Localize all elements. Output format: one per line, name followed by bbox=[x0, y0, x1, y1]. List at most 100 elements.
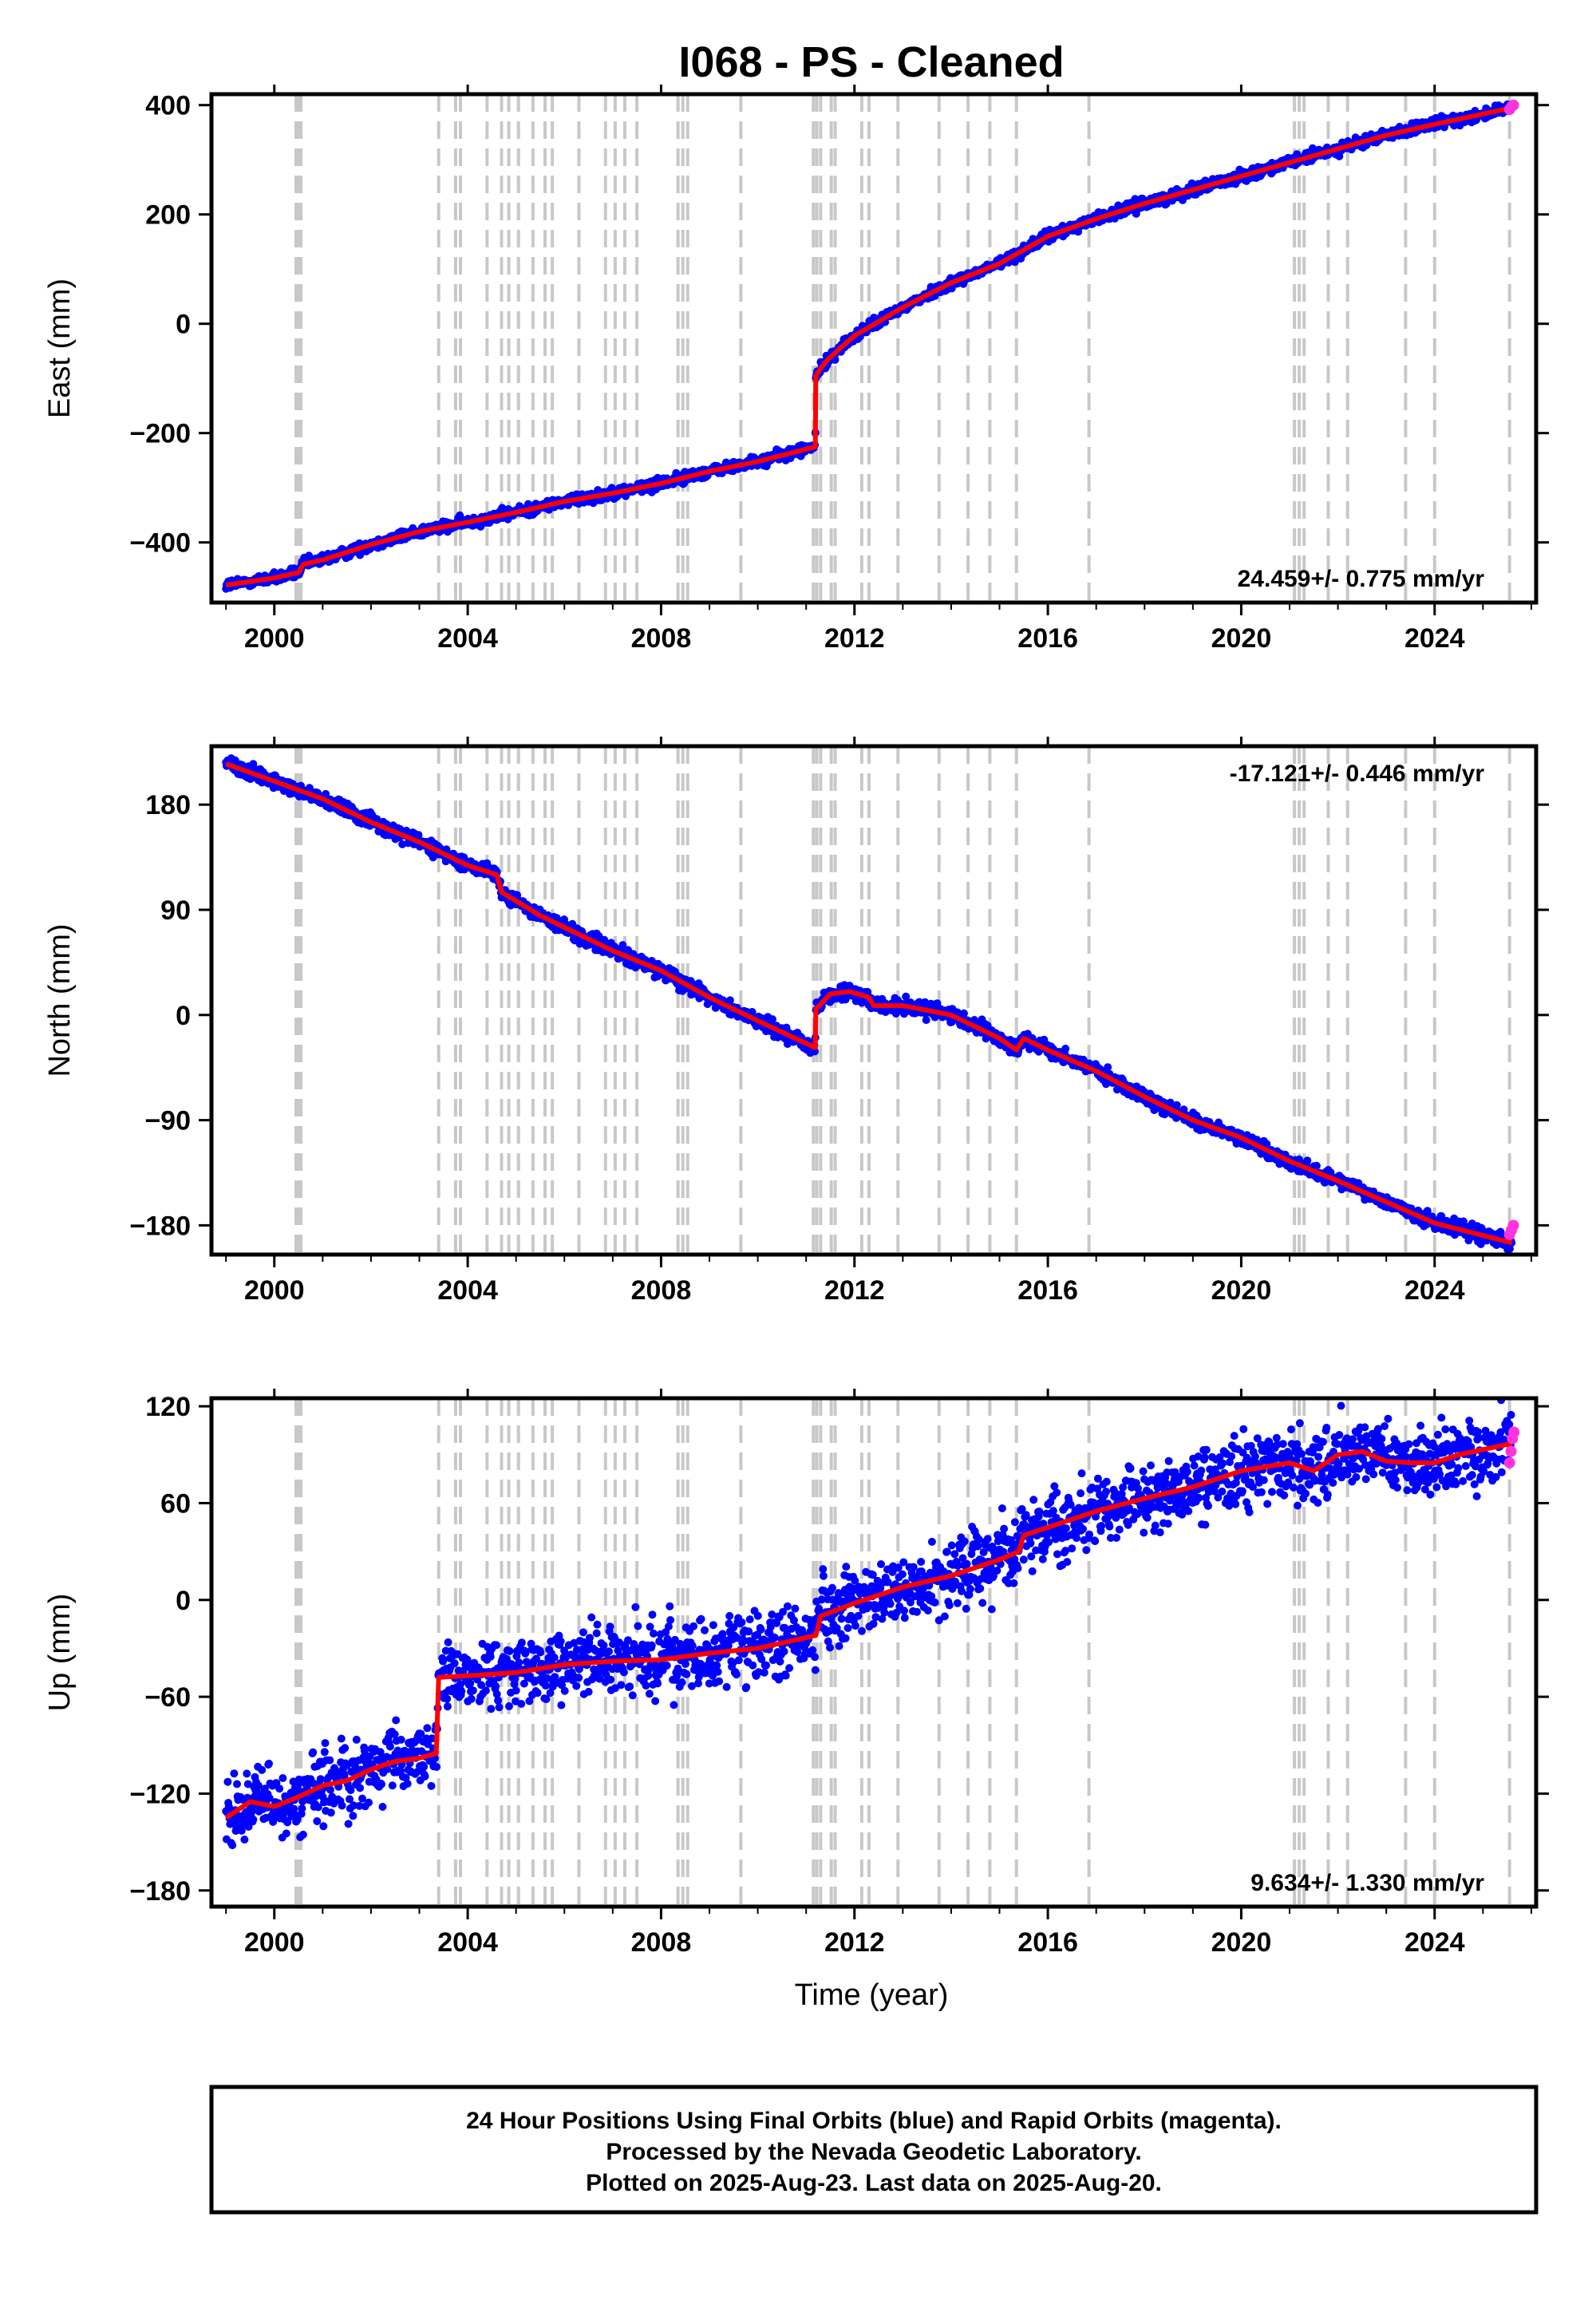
x-tick-label: 2004 bbox=[437, 1275, 498, 1306]
rate-label: 24.459+/- 0.775 mm/yr bbox=[1238, 566, 1485, 592]
data-point bbox=[385, 1742, 394, 1751]
plot-frame bbox=[209, 744, 1539, 1257]
rate-label: -17.121+/- 0.446 mm/yr bbox=[1230, 761, 1485, 787]
data-point bbox=[249, 1815, 258, 1824]
rapid-point bbox=[1507, 99, 1519, 111]
chart-title: I068 - PS - Cleaned bbox=[678, 38, 1064, 86]
data-point bbox=[279, 1774, 287, 1782]
data-point bbox=[365, 1798, 373, 1807]
data-point bbox=[349, 1812, 358, 1820]
y-tick-label: −180 bbox=[129, 1211, 191, 1241]
y-tick-label: 200 bbox=[145, 200, 191, 231]
y-tick-label: 0 bbox=[176, 1001, 191, 1031]
x-tick-label: 2024 bbox=[1404, 623, 1465, 654]
data-point bbox=[768, 1015, 776, 1024]
data-point bbox=[355, 1801, 364, 1810]
data-point bbox=[358, 1794, 366, 1803]
data-point bbox=[298, 1804, 306, 1813]
x-tick-label: 2020 bbox=[1211, 623, 1272, 654]
data-point bbox=[233, 1780, 241, 1788]
rapid-point bbox=[1507, 1219, 1519, 1231]
data-point bbox=[338, 1801, 346, 1810]
y-tick-label: 0 bbox=[176, 310, 191, 340]
x-tick-label: 2000 bbox=[244, 1275, 305, 1306]
y-tick-label: 90 bbox=[160, 895, 191, 926]
data-point bbox=[326, 1808, 335, 1817]
data-point bbox=[414, 831, 423, 840]
data-point bbox=[356, 1784, 365, 1792]
data-point bbox=[320, 1748, 329, 1757]
data-point bbox=[316, 1775, 325, 1784]
data-point bbox=[1459, 1217, 1468, 1226]
y-tick-label: −200 bbox=[129, 419, 191, 449]
data-point bbox=[228, 1841, 237, 1850]
x-tick-label: 2012 bbox=[824, 623, 885, 654]
data-point bbox=[223, 1777, 232, 1786]
data-point bbox=[350, 1801, 358, 1810]
data-point bbox=[1506, 1244, 1514, 1253]
data-point bbox=[1061, 1045, 1070, 1053]
y-tick-label: 180 bbox=[145, 790, 191, 820]
data-point bbox=[326, 1756, 334, 1765]
data-point bbox=[237, 1826, 246, 1835]
data-point bbox=[1104, 1063, 1112, 1072]
data-point bbox=[378, 1803, 387, 1811]
data-point bbox=[230, 1769, 239, 1778]
data-point bbox=[290, 1804, 298, 1813]
rapid-orbit-points bbox=[1503, 99, 1519, 116]
data-point bbox=[249, 760, 258, 769]
data-point bbox=[337, 1734, 346, 1743]
x-tick-label: 2004 bbox=[437, 623, 498, 654]
data-point bbox=[258, 1765, 267, 1774]
model-line bbox=[225, 105, 1513, 588]
data-point bbox=[265, 1759, 273, 1768]
data-point bbox=[377, 1780, 385, 1788]
north-panel: 2000 2004 2008 2012 2016 2020 2024−180−9009018… bbox=[43, 737, 1549, 1306]
data-point bbox=[240, 1836, 249, 1844]
data-point bbox=[1079, 1055, 1088, 1064]
x-tick-label: 2016 bbox=[1017, 1275, 1078, 1306]
y-axis-title: North (mm) bbox=[43, 923, 77, 1077]
data-point bbox=[283, 1818, 292, 1827]
data-point bbox=[298, 1830, 307, 1839]
x-tick-label: 2024 bbox=[1404, 1275, 1465, 1306]
data-point bbox=[314, 1803, 322, 1812]
y-tick-label: −400 bbox=[129, 528, 191, 559]
y-axis-title: East (mm) bbox=[43, 279, 77, 418]
x-tick-label: 2008 bbox=[631, 623, 692, 654]
data-point bbox=[341, 1744, 350, 1753]
data-point bbox=[282, 1829, 290, 1838]
plot-area bbox=[222, 94, 1519, 603]
data-point bbox=[319, 1822, 328, 1831]
x-tick-label: 2012 bbox=[824, 1275, 885, 1306]
data-point bbox=[902, 992, 911, 1001]
data-point bbox=[1262, 1140, 1271, 1148]
data-point bbox=[959, 1009, 968, 1018]
x-tick-label: 2020 bbox=[1211, 1275, 1272, 1306]
data-point bbox=[326, 1785, 334, 1794]
data-point bbox=[1423, 1207, 1432, 1215]
data-point bbox=[618, 941, 627, 950]
data-point bbox=[293, 1815, 302, 1824]
plot-area bbox=[222, 746, 1519, 1255]
data-point bbox=[313, 1817, 322, 1825]
rapid-orbit-points bbox=[1503, 1219, 1519, 1241]
data-point bbox=[344, 1820, 353, 1828]
data-point bbox=[922, 1016, 930, 1025]
data-point bbox=[346, 1795, 354, 1804]
plot-frame bbox=[209, 92, 1539, 605]
data-point bbox=[340, 1772, 349, 1780]
data-point bbox=[322, 789, 330, 798]
data-point bbox=[309, 1748, 318, 1757]
y-tick-label: 400 bbox=[145, 91, 191, 121]
data-point bbox=[275, 1784, 284, 1793]
data-point bbox=[1303, 1156, 1312, 1165]
data-point bbox=[247, 1807, 256, 1816]
data-point bbox=[1312, 1161, 1321, 1170]
data-point bbox=[600, 935, 609, 944]
data-point bbox=[352, 1735, 361, 1744]
data-point bbox=[321, 1739, 330, 1748]
data-point bbox=[254, 1781, 263, 1790]
plot-area bbox=[222, 1398, 1520, 1907]
